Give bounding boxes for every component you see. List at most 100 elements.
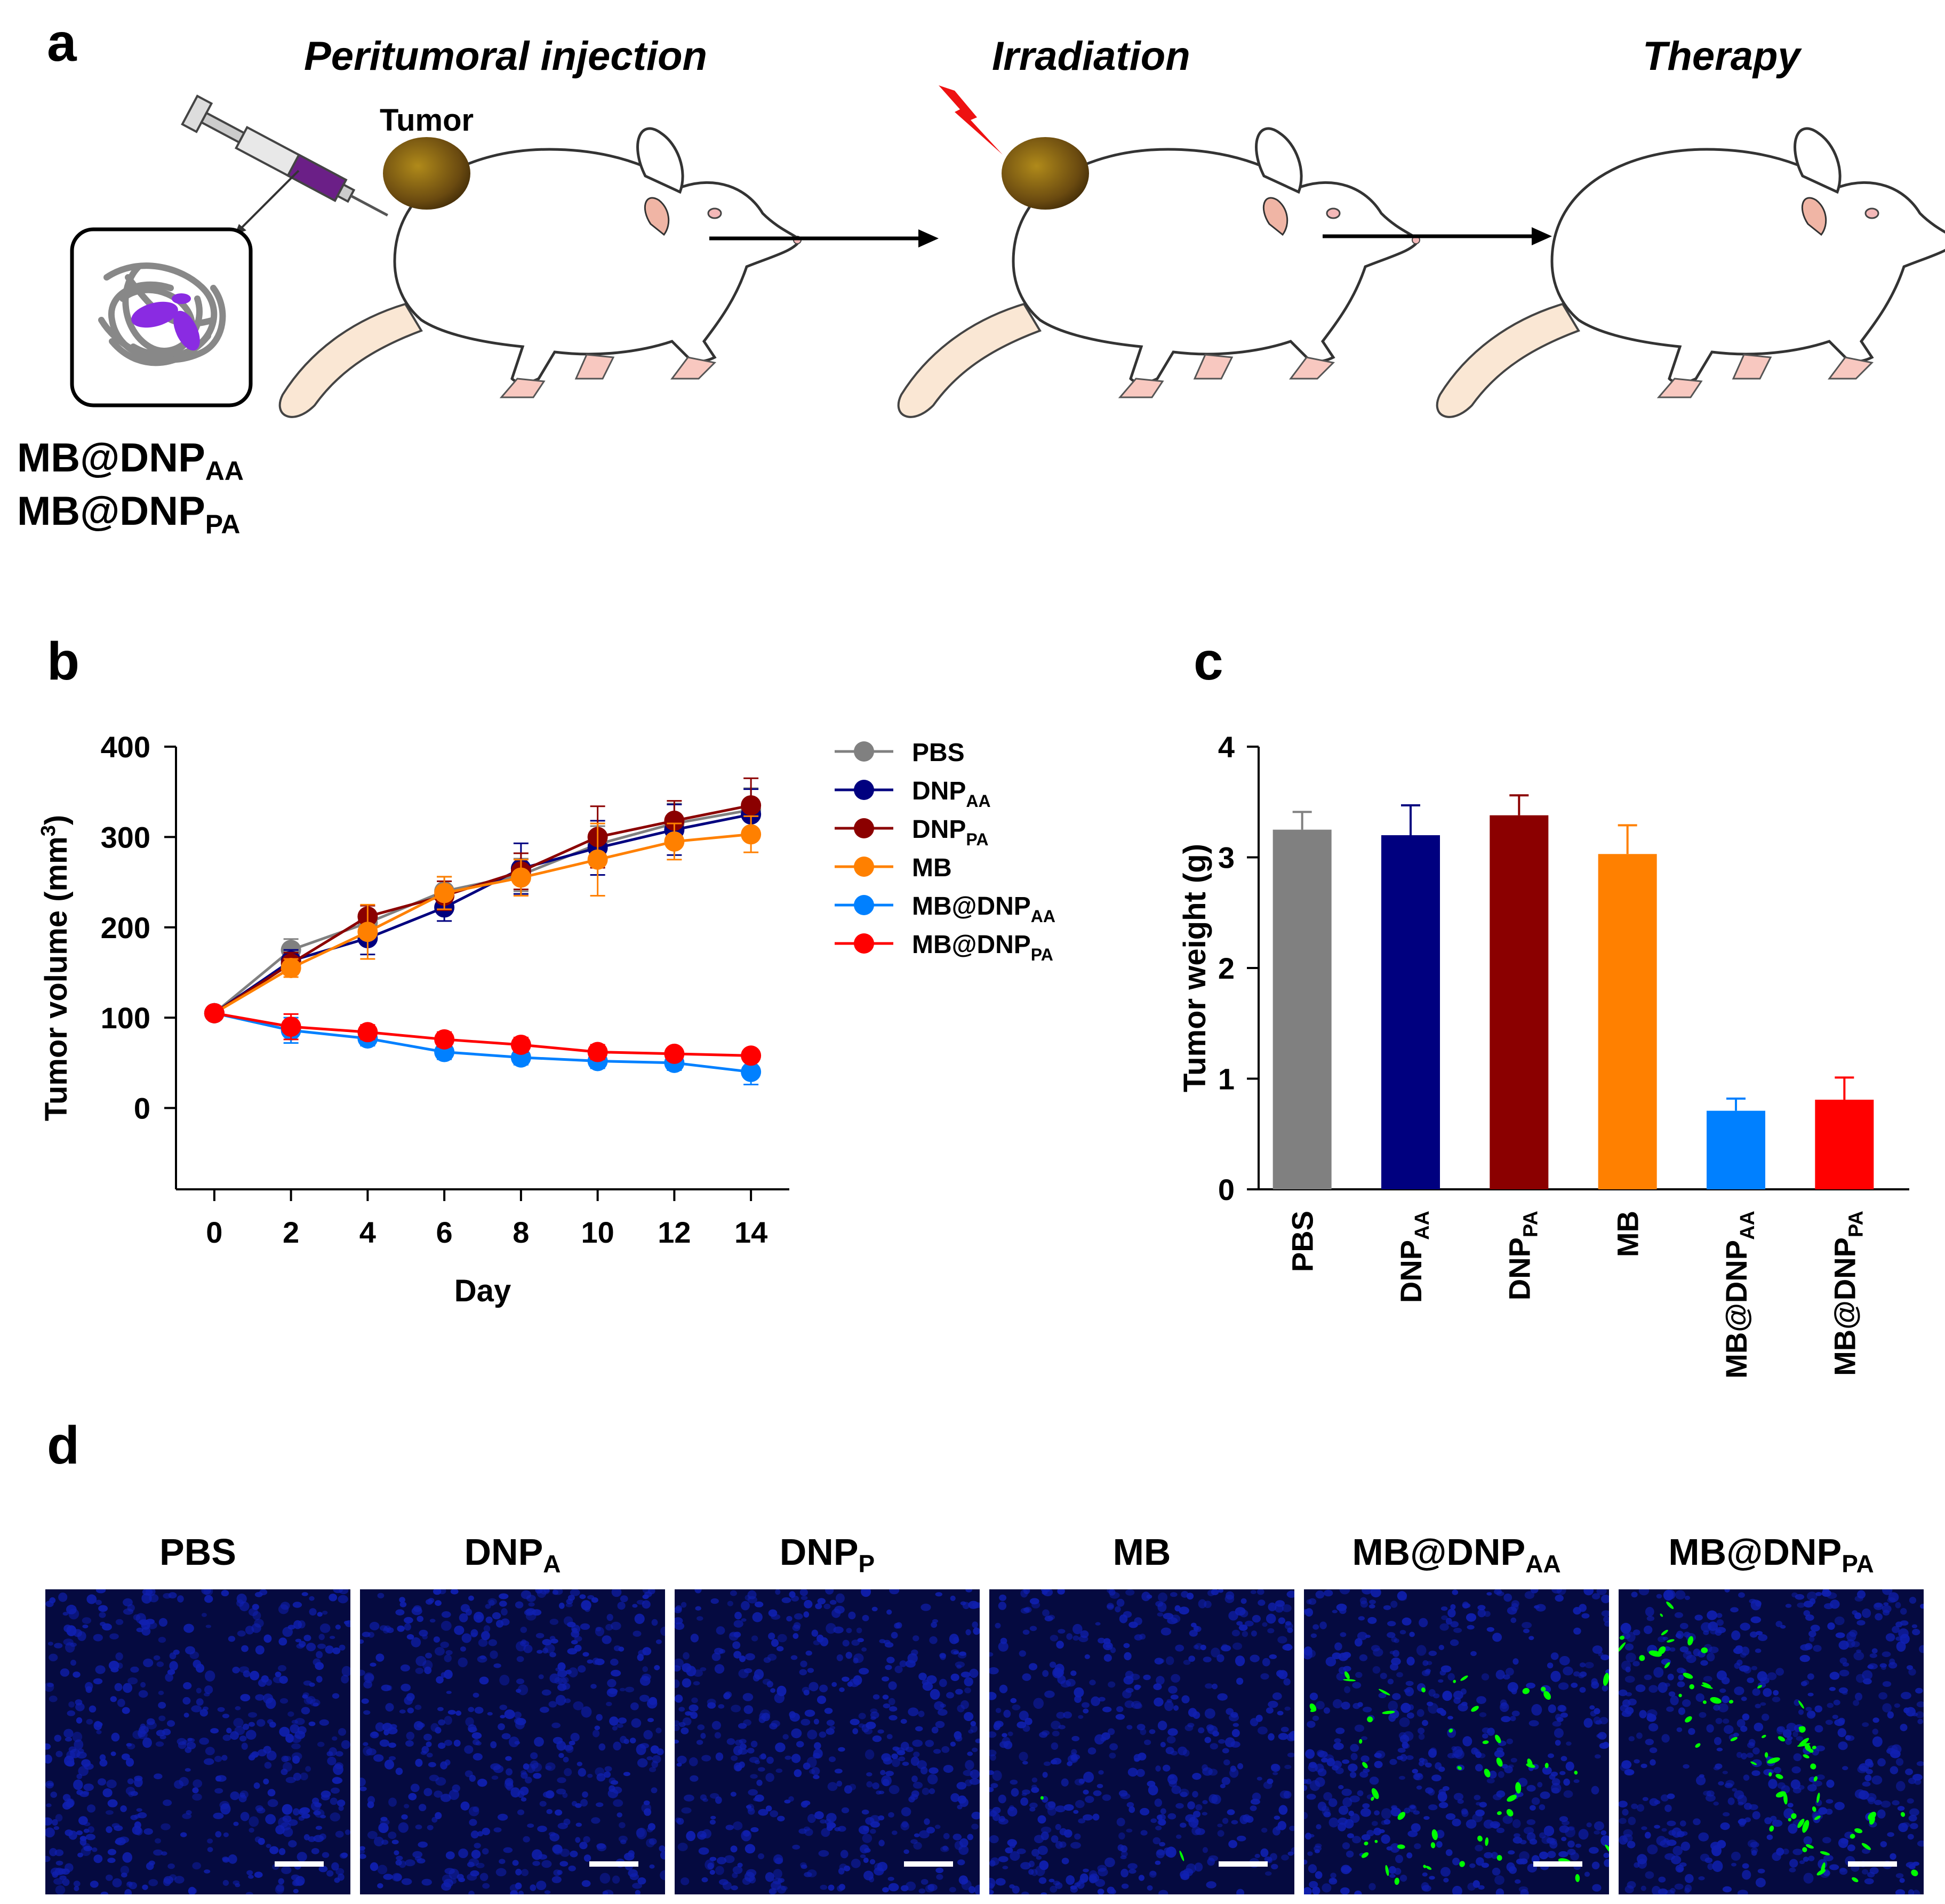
- nucleus: [204, 1595, 213, 1603]
- micrograph-background: [989, 1589, 1294, 1894]
- nucleus: [93, 1854, 103, 1863]
- nucleus: [1648, 1723, 1659, 1732]
- legend-marker: [854, 857, 874, 877]
- nucleus: [1031, 1785, 1037, 1790]
- nucleus: [1528, 1636, 1534, 1641]
- nucleus: [907, 1653, 918, 1663]
- x-axis-label: Day: [454, 1274, 511, 1308]
- nucleus: [598, 1743, 606, 1751]
- nucleus: [281, 1769, 288, 1775]
- nucleus: [330, 1812, 341, 1822]
- nucleus: [1117, 1844, 1124, 1851]
- nucleus: [1811, 1747, 1820, 1756]
- nucleus: [1232, 1723, 1239, 1727]
- nucleus: [1560, 1713, 1568, 1718]
- nucleus: [651, 1619, 658, 1626]
- nucleus: [1272, 1692, 1282, 1700]
- nucleus: [840, 1850, 849, 1859]
- nucleus: [823, 1603, 831, 1610]
- nucleus: [319, 1833, 326, 1840]
- nucleus: [378, 1822, 389, 1833]
- nucleus: [1678, 1707, 1685, 1715]
- data-point: [664, 831, 685, 852]
- nucleus: [264, 1762, 272, 1769]
- nucleus: [1917, 1718, 1924, 1724]
- nucleus: [1789, 1859, 1798, 1868]
- nucleus: [1423, 1816, 1430, 1820]
- nucleus: [770, 1688, 776, 1693]
- nucleus: [1534, 1605, 1540, 1609]
- apoptotic-cell: [1685, 1716, 1692, 1723]
- nucleus: [819, 1731, 827, 1738]
- nucleus: [111, 1732, 120, 1742]
- nucleus: [1773, 1767, 1782, 1773]
- apoptotic-cell: [1397, 1812, 1406, 1820]
- nucleus: [690, 1634, 699, 1643]
- nucleus: [1762, 1714, 1770, 1721]
- nucleus: [1399, 1630, 1406, 1635]
- nucleus: [1324, 1589, 1333, 1597]
- nucleus: [611, 1621, 621, 1630]
- nucleus: [1187, 1801, 1195, 1810]
- nucleus: [1029, 1626, 1037, 1631]
- nucleus: [858, 1723, 865, 1728]
- apoptotic-cell: [1797, 1819, 1805, 1828]
- nucleus: [282, 1815, 292, 1822]
- nucleus: [417, 1858, 426, 1863]
- nucleus: [1266, 1707, 1274, 1714]
- nucleus: [1070, 1754, 1080, 1760]
- nucleus: [858, 1713, 866, 1719]
- nucleus: [412, 1851, 423, 1858]
- nucleus: [675, 1694, 683, 1703]
- nucleus: [1372, 1666, 1381, 1674]
- nucleus: [446, 1691, 452, 1694]
- nucleus: [1526, 1785, 1536, 1792]
- nucleus: [517, 1684, 529, 1695]
- nucleus: [1631, 1591, 1638, 1598]
- nucleus: [1378, 1829, 1385, 1834]
- nucleus: [445, 1851, 455, 1860]
- nucleus: [931, 1622, 938, 1628]
- nucleus: [1342, 1842, 1350, 1850]
- nucleus: [730, 1791, 737, 1797]
- nucleus: [889, 1785, 900, 1794]
- nucleus: [733, 1762, 742, 1772]
- nucleus: [1411, 1823, 1421, 1833]
- nucleus: [1909, 1597, 1917, 1604]
- nucleus: [250, 1670, 260, 1681]
- nucleus: [557, 1669, 567, 1677]
- nucleus: [678, 1707, 685, 1712]
- nucleus: [1044, 1690, 1055, 1698]
- nucleus: [677, 1843, 688, 1851]
- nucleus: [1433, 1693, 1440, 1699]
- nucleus: [891, 1753, 898, 1759]
- nucleus: [237, 1630, 246, 1637]
- nucleus: [1716, 1619, 1724, 1626]
- nucleus: [1440, 1606, 1448, 1611]
- nucleus: [913, 1781, 923, 1789]
- nucleus: [325, 1645, 334, 1654]
- nucleus: [1437, 1791, 1447, 1802]
- nucleus: [1619, 1689, 1628, 1697]
- nucleus: [1037, 1815, 1046, 1824]
- nucleus: [1452, 1589, 1459, 1595]
- apoptotic-cell: [1900, 1812, 1906, 1817]
- nucleus: [730, 1590, 737, 1596]
- nucleus: [1328, 1817, 1339, 1828]
- apoptotic-cell: [1496, 1811, 1502, 1815]
- nucleus: [1759, 1677, 1770, 1684]
- nucleus: [781, 1597, 791, 1603]
- nucleus: [47, 1642, 53, 1646]
- nucleus: [281, 1755, 289, 1763]
- nucleus: [644, 1808, 652, 1816]
- nucleus: [1368, 1883, 1376, 1891]
- nucleus: [1438, 1802, 1448, 1809]
- nucleus: [1181, 1695, 1190, 1703]
- nucleus: [711, 1721, 721, 1730]
- nucleus: [1590, 1710, 1597, 1717]
- nucleus: [1231, 1820, 1238, 1825]
- nucleus: [293, 1620, 302, 1629]
- nucleus: [1716, 1670, 1727, 1681]
- nucleus: [990, 1857, 999, 1866]
- nucleus: [1772, 1820, 1783, 1827]
